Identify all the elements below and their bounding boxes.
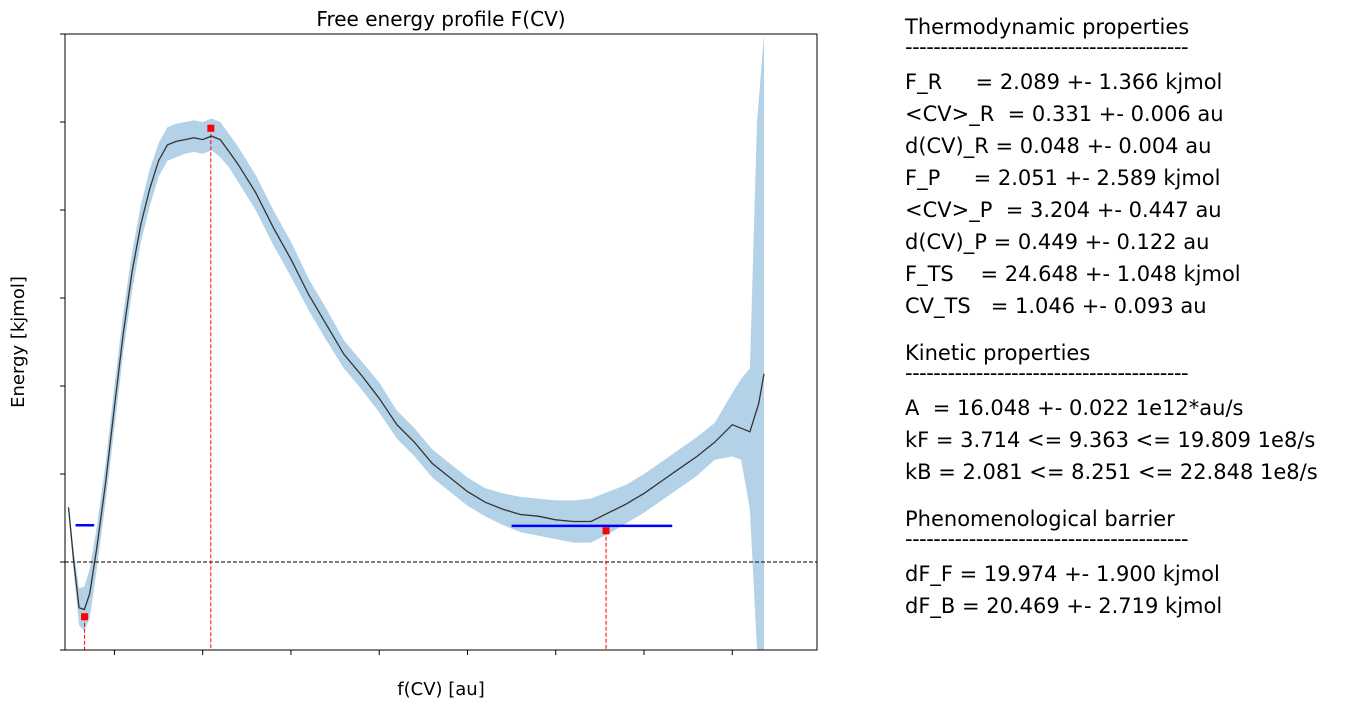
marker-point-2 (207, 124, 215, 132)
section-rule: ---------------------------------------- (905, 532, 1189, 546)
property-line: d(CV)_R = 0.048 +- 0.004 au (905, 134, 1212, 158)
x-axis-label: f(CV) [au] (397, 679, 484, 700)
property-line: F_R = 2.089 +- 1.366 kjmol (905, 70, 1223, 94)
property-line: kF = 3.714 <= 9.363 <= 19.809 1e8/s (905, 428, 1316, 452)
property-line: A = 16.048 +- 0.022 1e12*au/s (905, 396, 1244, 420)
marker-point-3 (602, 527, 610, 535)
uncertainty-band-layer (68, 34, 764, 650)
properties-section: Phenomenological barrier ----------------… (905, 506, 1345, 622)
chart-title: Free energy profile F(CV) (316, 7, 565, 31)
property-line: dF_B = 20.469 +- 2.719 kjmol (905, 594, 1223, 618)
state-line-layer (75, 523, 673, 528)
property-line: <CV>_P = 3.204 +- 0.447 au (905, 198, 1222, 222)
series-line-1 (67, 135, 765, 611)
property-line: dF_F = 19.974 +- 1.900 kjmol (905, 562, 1220, 586)
y-axis-label: Energy [kjmol] (8, 276, 29, 408)
properties-section: Kinetic properties ----------------------… (905, 340, 1345, 488)
section-title: Kinetic properties (905, 341, 1091, 365)
uncertainty-band (68, 34, 764, 650)
section-spacer (905, 380, 1345, 392)
marker-point-1 (81, 613, 89, 621)
marker-guide-layer (84, 128, 607, 650)
section-spacer (905, 546, 1345, 558)
property-line: <CV>_R = 0.331 +- 0.006 au (905, 102, 1224, 126)
marker-layer (81, 124, 610, 621)
section-title: Thermodynamic properties (905, 15, 1190, 39)
plot-frame (64, 33, 818, 651)
properties-section: Thermodynamic properties ----------------… (905, 14, 1345, 322)
section-title: Phenomenological barrier (905, 507, 1175, 531)
property-line: F_TS = 24.648 +- 1.048 kjmol (905, 262, 1241, 286)
section-rule: ---------------------------------------- (905, 366, 1189, 380)
axis-tick-layer (60, 33, 733, 655)
section-gap (905, 322, 1345, 340)
property-line: CV_TS = 1.046 +- 0.093 au (905, 294, 1207, 318)
property-line: d(CV)_P = 0.449 +- 0.122 au (905, 230, 1210, 254)
free-energy-chart: Free energy profile F(CV) f(CV) [au] Ene… (8, 7, 818, 700)
profile-line-layer (67, 135, 765, 611)
section-gap (905, 488, 1345, 506)
properties-panel: Thermodynamic properties ----------------… (905, 14, 1345, 622)
section-rule: ---------------------------------------- (905, 40, 1189, 54)
section-spacer (905, 54, 1345, 66)
property-line: kB = 2.081 <= 8.251 <= 22.848 1e8/s (905, 460, 1318, 484)
property-line: F_P = 2.051 +- 2.589 kjmol (905, 166, 1221, 190)
